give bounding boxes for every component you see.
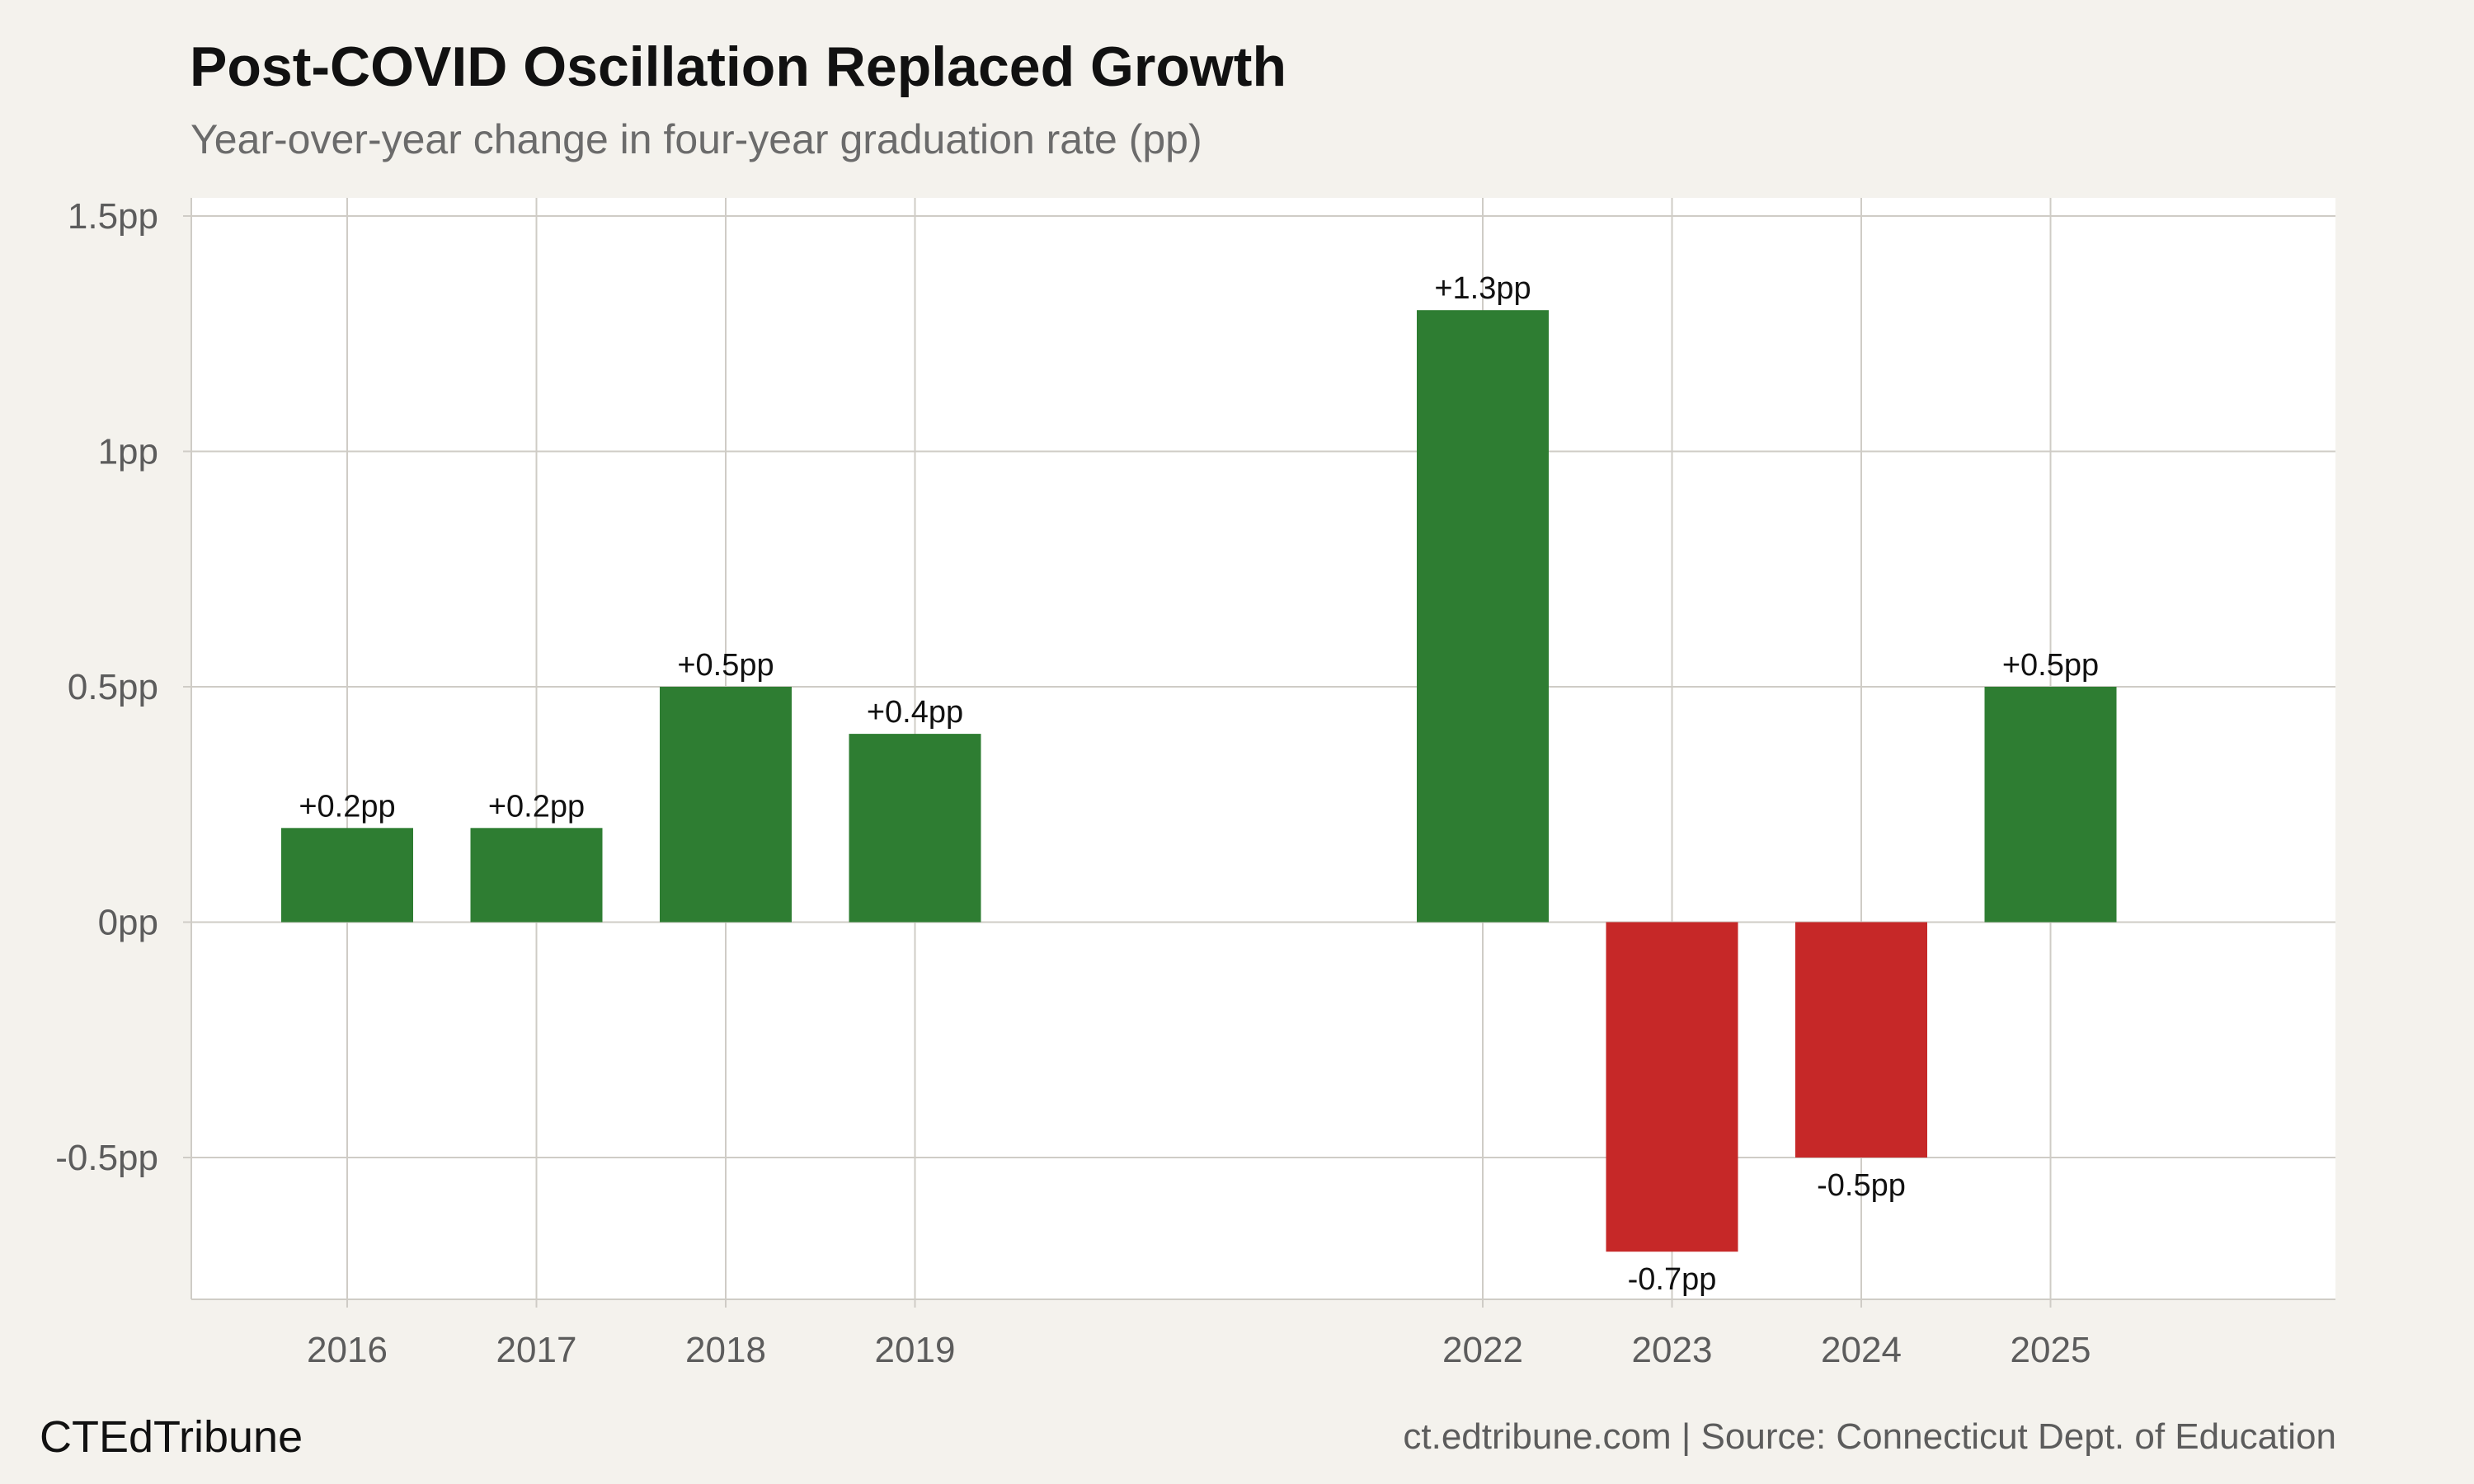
y-tick-label: 1pp	[98, 432, 158, 472]
y-tick-label: 1.5pp	[68, 196, 158, 237]
data-label-2024: -0.5pp	[1817, 1168, 1906, 1203]
x-tick-label: 2023	[1632, 1330, 1713, 1370]
source-credit: ct.edtribune.com | Source: Connecticut D…	[1403, 1416, 2336, 1457]
x-tick-label: 2024	[1821, 1330, 1902, 1370]
bar-2019	[849, 734, 981, 923]
bar-2018	[660, 687, 792, 923]
x-tick-label: 2025	[2011, 1330, 2091, 1370]
x-tick-label: 2019	[875, 1330, 956, 1370]
data-label-2023: -0.7pp	[1628, 1262, 1717, 1297]
y-tick-label: 0pp	[98, 903, 158, 943]
data-label-2018: +0.5pp	[677, 648, 774, 683]
x-tick-label: 2017	[496, 1330, 577, 1370]
y-tick-label: 0.5pp	[68, 667, 158, 707]
data-label-2025: +0.5pp	[2002, 648, 2099, 683]
data-label-2017: +0.2pp	[488, 789, 585, 824]
data-label-2019: +0.4pp	[867, 695, 963, 730]
x-tick-label: 2022	[1442, 1330, 1523, 1370]
bar-2016	[281, 828, 413, 923]
bar-2023	[1606, 922, 1738, 1252]
chart-subtitle: Year-over-year change in four-year gradu…	[190, 116, 1202, 162]
plot-panel	[191, 198, 2335, 1299]
bar-2017	[470, 828, 603, 923]
chart-title: Post-COVID Oscillation Replaced Growth	[190, 35, 1286, 98]
bar-2022	[1417, 310, 1549, 923]
x-tick-label: 2018	[685, 1330, 766, 1370]
y-tick-label: -0.5pp	[55, 1138, 158, 1178]
bar-2024	[1795, 922, 1927, 1158]
x-tick-label: 2016	[307, 1330, 388, 1370]
bar-2025	[1984, 687, 2117, 923]
data-label-2016: +0.2pp	[299, 789, 395, 824]
data-label-2022: +1.3pp	[1434, 271, 1531, 306]
brand-logo-text: CTEdTribune	[40, 1412, 303, 1462]
